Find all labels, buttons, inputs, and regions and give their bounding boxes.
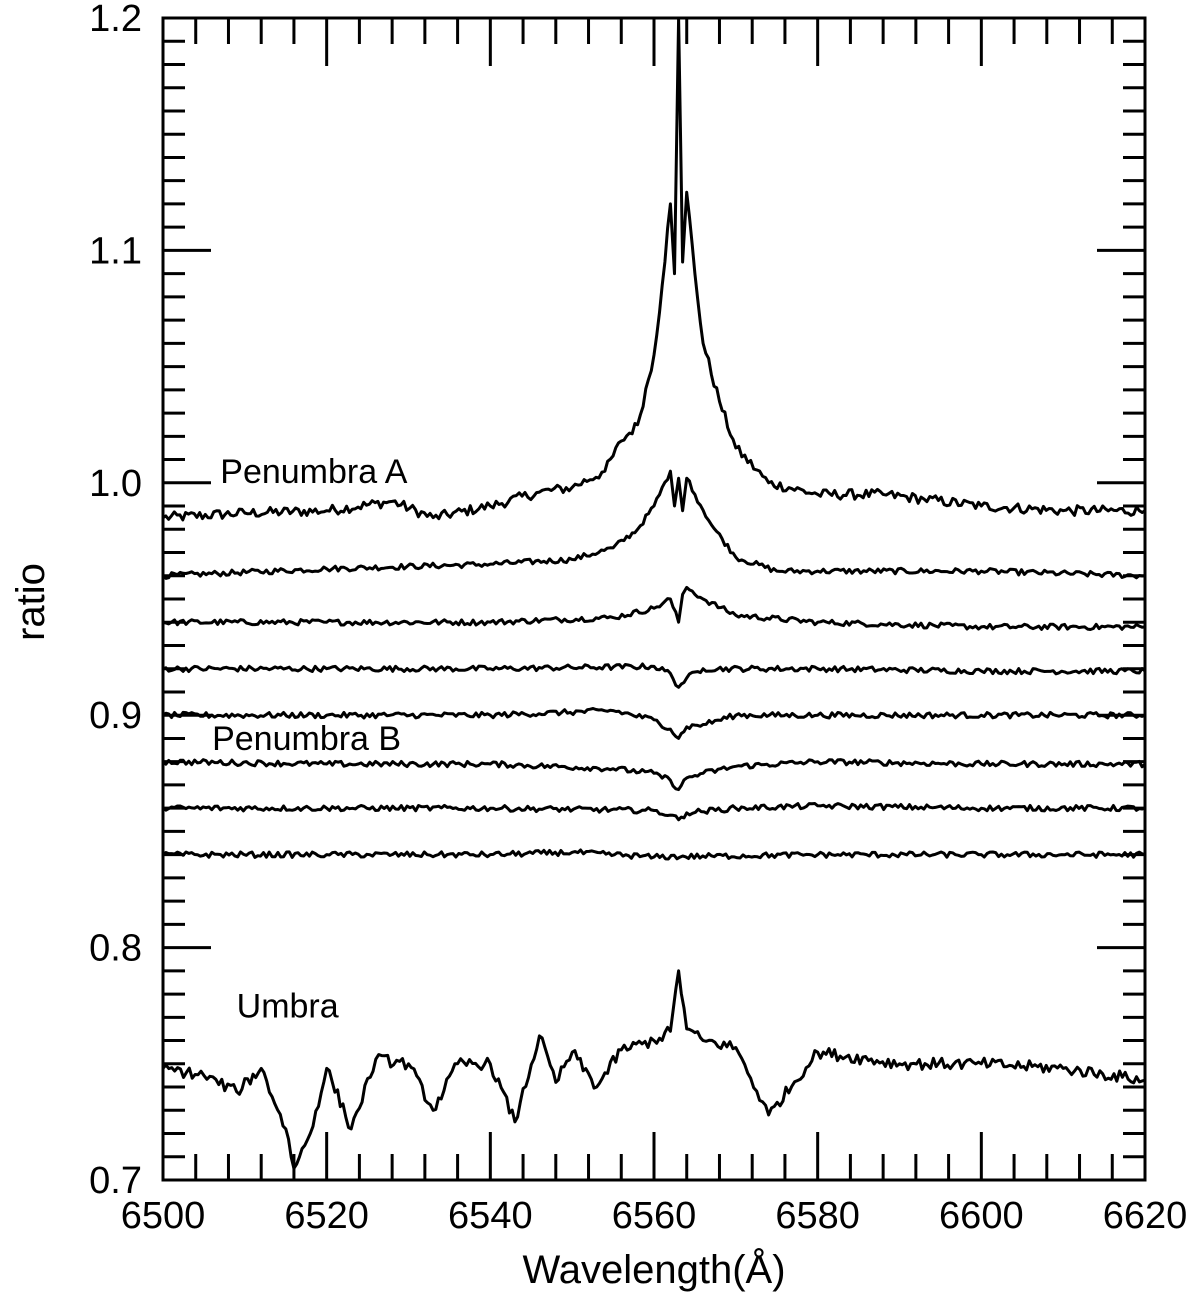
x-axis-title: Wavelength(Å) bbox=[522, 1247, 785, 1292]
y-tick-label: 1.1 bbox=[89, 230, 142, 272]
y-tick-labels: 0.7 0.8 0.9 1.0 1.1 1.2 bbox=[89, 0, 142, 1202]
x-tick-label: 6580 bbox=[775, 1195, 860, 1237]
x-tick-label: 6560 bbox=[612, 1195, 697, 1237]
x-tick-label: 6540 bbox=[448, 1195, 533, 1237]
x-tick-label: 6620 bbox=[1103, 1195, 1188, 1237]
annotations: Penumbra A Penumbra B Umbra bbox=[212, 453, 408, 1026]
spectrum-series-line bbox=[162, 758, 1147, 792]
x-tick-label: 6500 bbox=[121, 1195, 206, 1237]
curve-annotation: Umbra bbox=[237, 987, 339, 1025]
curve-annotation: Penumbra B bbox=[212, 720, 401, 758]
spectrum-series-line bbox=[161, 969, 1146, 1170]
y-tick-label: 0.7 bbox=[89, 1160, 142, 1202]
y-tick-label: 0.8 bbox=[89, 928, 142, 970]
spectrum-series-line bbox=[161, 469, 1146, 580]
x-tick-label: 6600 bbox=[939, 1195, 1024, 1237]
curve-annotation: Penumbra A bbox=[220, 453, 407, 491]
spectrum-series-line bbox=[162, 707, 1146, 740]
y-axis-title: ratio bbox=[9, 563, 53, 641]
x-tick-labels: 6500 6520 6540 6560 6580 6600 6620 bbox=[121, 1195, 1188, 1237]
spectrum-series-line bbox=[162, 802, 1146, 822]
y-tick-label: 1.0 bbox=[89, 463, 142, 505]
x-tick-label: 6520 bbox=[284, 1195, 369, 1237]
plot-frame bbox=[161, 16, 1147, 1182]
spectrum-series-line bbox=[162, 585, 1146, 631]
spectrum-series-line bbox=[162, 662, 1146, 689]
y-tick-label: 0.9 bbox=[89, 695, 142, 737]
series-lines bbox=[161, 16, 1147, 1170]
spectrum-series-line bbox=[162, 848, 1146, 861]
spectrum-series-line bbox=[162, 16, 1146, 522]
y-tick-label: 1.2 bbox=[89, 0, 142, 40]
